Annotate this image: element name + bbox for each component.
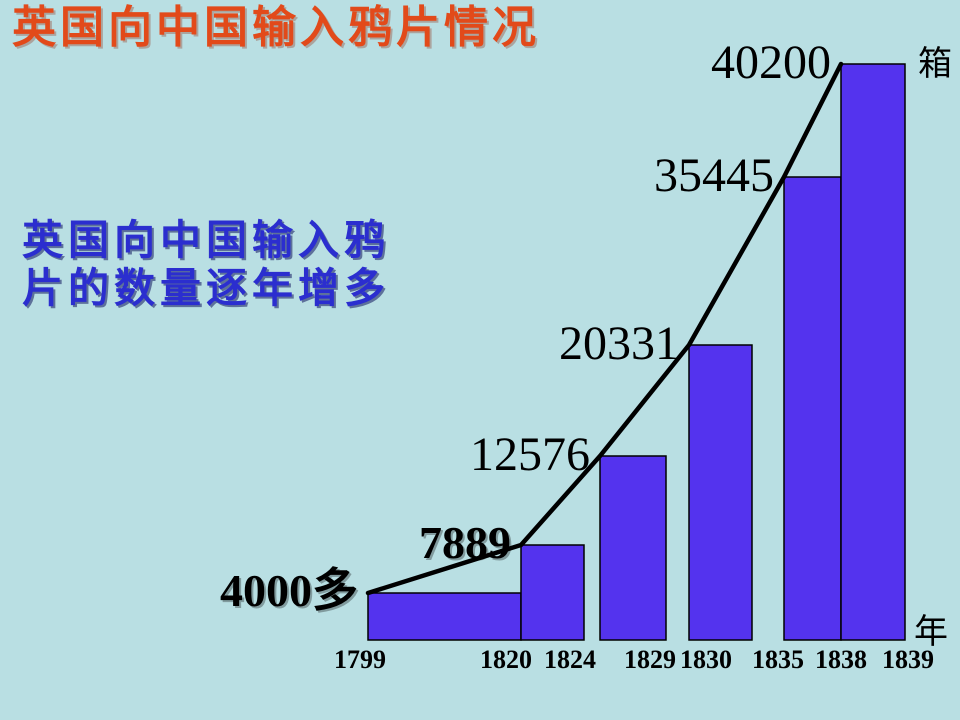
- y-axis-unit-label: 箱: [918, 46, 952, 83]
- bar-20331: [688, 344, 753, 641]
- bar-35445: [783, 176, 842, 641]
- bar-12576: [599, 455, 667, 641]
- bar-4000多: [367, 592, 522, 641]
- slide-subtitle: 英国向中国输入鸦 片的数量逐年增多: [22, 216, 390, 312]
- trend-line: [365, 61, 844, 596]
- subtitle-line-2: 片的数量逐年增多: [22, 265, 390, 311]
- bar-7889: [520, 544, 585, 641]
- slide-title: 英国向中国输入鸦片情况: [12, 3, 540, 52]
- subtitle-line-1: 英国向中国输入鸦: [22, 217, 390, 263]
- x-axis-unit-label: 年: [914, 614, 948, 651]
- bar-40200: [840, 63, 906, 641]
